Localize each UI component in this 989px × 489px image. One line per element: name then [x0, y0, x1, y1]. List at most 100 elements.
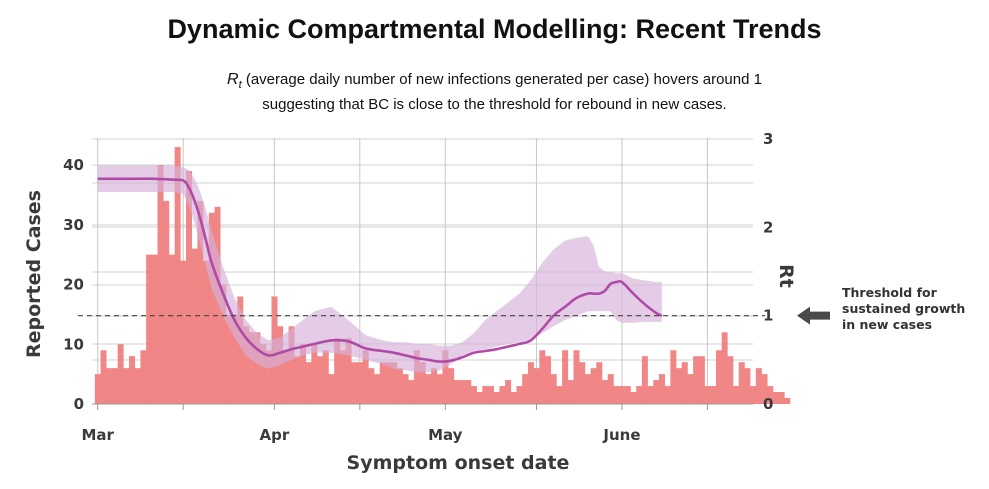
case-bar — [151, 254, 158, 405]
case-bar — [619, 386, 626, 404]
case-bar — [767, 386, 774, 404]
case-bar — [715, 350, 722, 404]
y2-tick-label: 3 — [763, 130, 773, 148]
case-bar — [579, 362, 586, 404]
case-bar — [157, 165, 164, 404]
case-bar — [334, 338, 341, 404]
case-bar — [670, 350, 677, 404]
chart-title: Dynamic Compartmental Modelling: Recent … — [167, 14, 822, 44]
subtitle-line-1: (average daily number of new infections … — [245, 71, 762, 88]
case-bar — [522, 374, 529, 405]
case-bar — [573, 350, 580, 404]
case-bar — [750, 386, 757, 404]
case-bar — [453, 380, 460, 404]
case-bar — [134, 368, 141, 404]
case-bar — [351, 362, 358, 404]
y-tick-label: 10 — [63, 335, 84, 353]
case-bar — [647, 386, 654, 404]
case-bar — [738, 362, 745, 404]
case-bar — [778, 392, 785, 404]
chart-subtitle: Rt (average daily number of new infectio… — [0, 70, 989, 114]
case-bar — [488, 386, 495, 404]
case-bar — [408, 380, 415, 404]
case-bar — [636, 386, 643, 404]
rt-symbol: Rt — [227, 71, 242, 92]
case-bar — [493, 392, 500, 404]
case-bar — [744, 368, 751, 404]
case-bar — [419, 362, 426, 404]
case-bar — [277, 326, 284, 404]
case-bar — [345, 338, 352, 404]
case-bar — [237, 296, 244, 404]
case-bar — [225, 314, 232, 405]
case-bar — [94, 374, 101, 405]
case-bar — [733, 386, 740, 404]
x-tick-label: Apr — [259, 426, 289, 444]
case-bar — [545, 356, 552, 404]
case-bar — [288, 326, 295, 404]
cases-bars — [94, 147, 791, 405]
case-bar — [356, 362, 363, 404]
case-bar — [265, 350, 272, 404]
case-bar — [294, 356, 301, 404]
case-bar — [203, 260, 210, 404]
case-bar — [299, 344, 306, 404]
case-bar — [339, 350, 346, 404]
case-bar — [476, 392, 483, 404]
case-bar — [653, 380, 660, 404]
case-bar — [191, 248, 198, 404]
case-bar — [755, 368, 762, 404]
case-bar — [254, 332, 261, 404]
y2-tick-label: 0 — [763, 395, 773, 413]
case-bar — [174, 147, 181, 404]
case-bar — [510, 392, 517, 404]
case-bar — [676, 368, 683, 404]
case-bar — [305, 362, 312, 404]
threshold-label-line-1: Threshold for — [842, 285, 937, 300]
y2-tick-label: 1 — [763, 307, 773, 325]
case-bar — [146, 254, 153, 405]
case-bar — [482, 386, 489, 404]
case-bar — [402, 374, 409, 405]
case-bar — [693, 356, 700, 404]
case-bar — [260, 344, 267, 404]
case-bar — [641, 356, 648, 404]
case-bar — [698, 356, 705, 404]
x-tick-label: Mar — [81, 426, 114, 444]
case-bar — [180, 260, 187, 404]
case-bar — [368, 368, 375, 404]
case-bar — [630, 392, 637, 404]
case-bar — [527, 362, 534, 404]
case-bar — [248, 332, 255, 404]
case-bar — [584, 374, 591, 405]
case-bar — [163, 200, 170, 404]
x-tick-label: May — [428, 426, 463, 444]
axes: 0 10 20 30 40 0 1 2 3 Mar Apr May June — [63, 130, 773, 444]
rt-confidence-band — [97, 165, 662, 373]
case-bar — [465, 380, 472, 404]
case-bar — [550, 374, 557, 405]
case-bar — [533, 368, 540, 404]
case-bar — [374, 374, 381, 405]
case-bar — [459, 380, 466, 404]
threshold-label: Threshold for sustained growth in new ca… — [842, 285, 982, 333]
case-bar — [220, 284, 227, 404]
case-bar — [208, 212, 215, 404]
case-bar — [106, 368, 113, 404]
rt-series — [97, 165, 663, 373]
case-bar — [516, 386, 523, 404]
case-bar — [186, 170, 193, 404]
case-bar — [687, 374, 694, 405]
y-axis-title: Reported Cases — [23, 190, 45, 358]
case-bar — [710, 386, 717, 404]
case-bar — [140, 350, 147, 404]
case-bar — [168, 254, 175, 405]
case-bar — [111, 368, 118, 404]
threshold-label-line-2: sustained growth — [842, 301, 966, 316]
case-bar — [772, 392, 779, 404]
case-bar — [385, 362, 392, 404]
case-bar — [602, 380, 608, 404]
subtitle-line-2: suggesting that BC is close to the thres… — [262, 96, 727, 114]
case-bar — [704, 386, 711, 404]
